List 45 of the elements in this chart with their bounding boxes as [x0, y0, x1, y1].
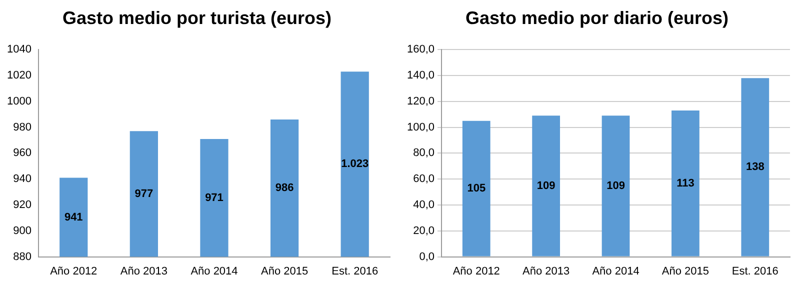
y-tick-label: 980: [13, 121, 32, 134]
y-tick-label: 1000: [6, 95, 32, 108]
data-label: 109: [536, 180, 556, 192]
data-label: 109: [606, 180, 625, 192]
x-tick-label: Año 2015: [260, 265, 308, 278]
data-label: 1.023: [341, 158, 369, 170]
y-tick-label: 80,0: [413, 147, 435, 160]
chart-title: Gasto medio por turista (euros): [62, 8, 332, 28]
y-tick-label: 1020: [6, 70, 32, 82]
x-tick-label: Est. 2016: [732, 265, 778, 278]
y-tick-label: 1040: [6, 44, 32, 56]
bar: [532, 116, 560, 256]
data-label: 977: [134, 188, 154, 200]
bar: [741, 78, 770, 256]
x-tick-label: Año 2013: [522, 265, 570, 278]
y-tick-label: 140,0: [406, 70, 435, 82]
data-label: 941: [64, 211, 83, 224]
y-tick-label: 940: [13, 173, 32, 186]
y-tick-label: 40,0: [413, 199, 435, 212]
y-tick-label: 100,0: [406, 121, 435, 134]
y-tick-label: 20,0: [413, 224, 435, 237]
bar: [672, 110, 700, 256]
y-tick-label: 880: [13, 250, 32, 263]
y-tick-label: 900: [13, 224, 32, 237]
y-tick-label: 0,0: [419, 250, 435, 263]
bar: [462, 120, 490, 256]
x-tick-label: Año 2014: [592, 265, 640, 278]
y-tick-label: 960: [13, 147, 32, 160]
y-tick-label: 920: [13, 199, 32, 212]
y-tick-label: 120,0: [406, 95, 435, 108]
data-label: 105: [467, 182, 486, 195]
data-label: 986: [275, 182, 294, 194]
y-tick-label: 60,0: [413, 173, 435, 186]
x-tick-label: Est. 2016: [332, 265, 378, 278]
x-tick-label: Año 2013: [120, 265, 168, 278]
data-label: 138: [746, 161, 764, 174]
data-label: 971: [205, 192, 224, 204]
x-tick-label: Año 2014: [190, 265, 238, 278]
chart-title: Gasto medio por diario (euros): [465, 8, 729, 28]
y-tick-label: 160,0: [406, 44, 435, 56]
data-label: 113: [676, 177, 694, 190]
x-tick-label: Año 2012: [452, 265, 500, 278]
x-tick-label: Año 2012: [50, 265, 98, 278]
x-tick-label: Año 2015: [662, 265, 710, 278]
bar: [602, 116, 630, 256]
